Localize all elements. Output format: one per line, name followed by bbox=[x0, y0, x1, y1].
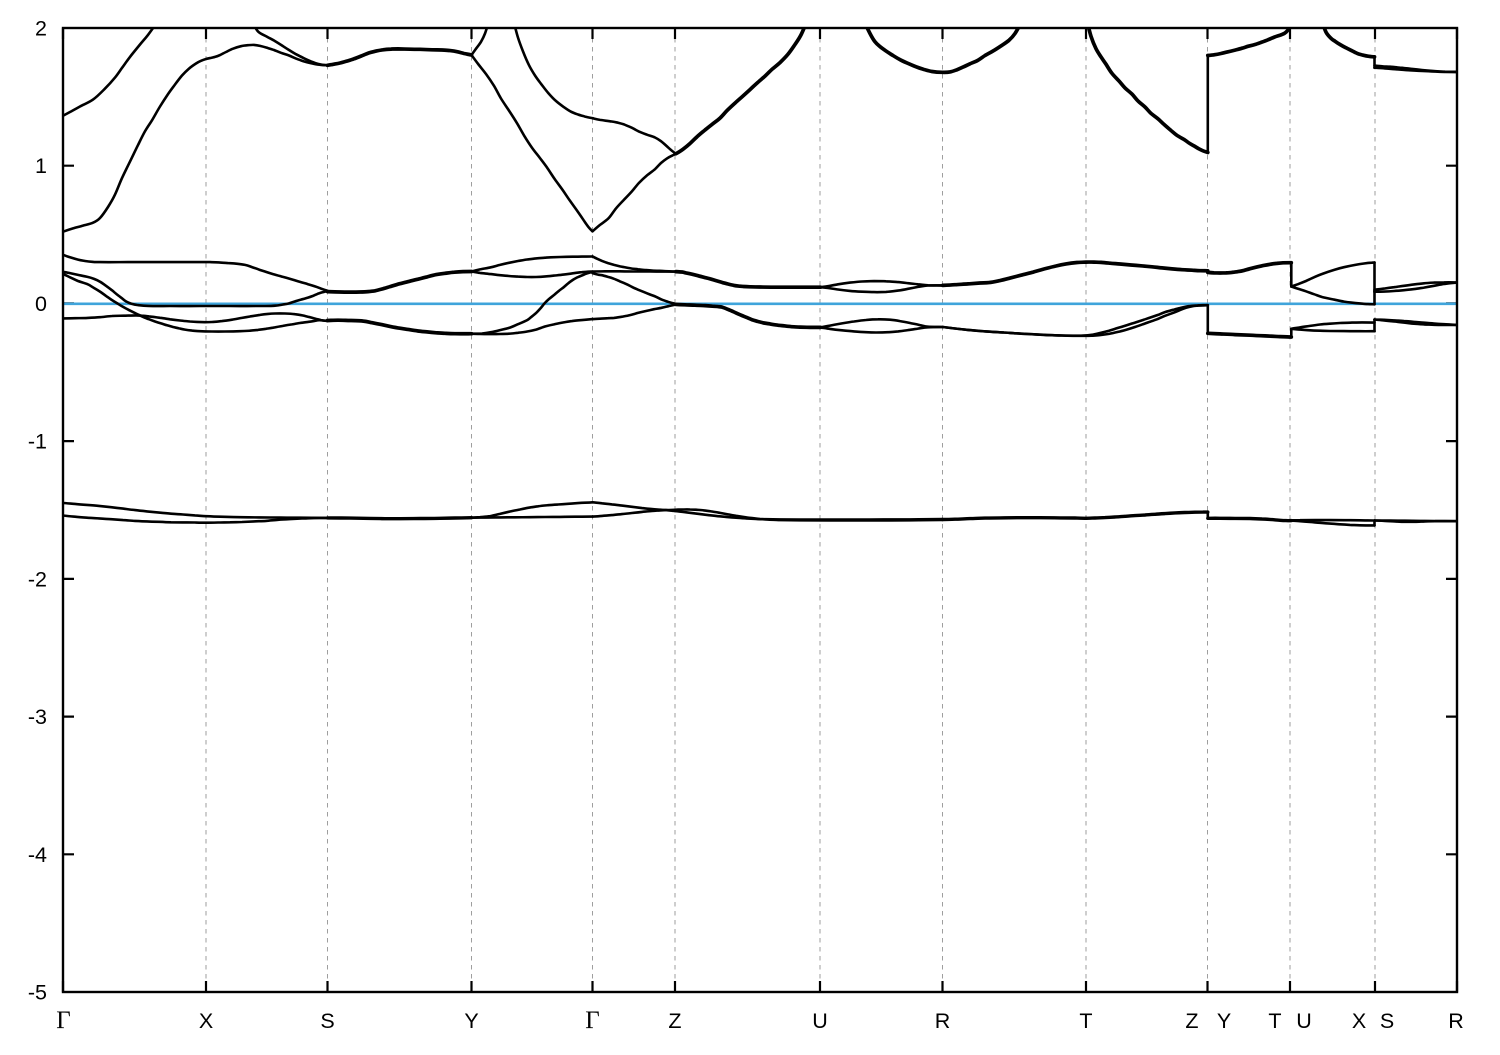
svg-text:T: T bbox=[1079, 1009, 1092, 1033]
svg-text:-1: -1 bbox=[28, 430, 47, 454]
svg-text:Γ: Γ bbox=[56, 1007, 70, 1034]
svg-text:-5: -5 bbox=[28, 981, 47, 1005]
svg-text:Y: Y bbox=[1217, 1009, 1231, 1033]
svg-text:U: U bbox=[812, 1009, 828, 1033]
svg-text:-3: -3 bbox=[28, 705, 47, 729]
svg-text:U: U bbox=[1296, 1009, 1312, 1033]
svg-text:0: 0 bbox=[35, 292, 47, 316]
svg-text:Z: Z bbox=[1185, 1009, 1198, 1033]
svg-text:Γ: Γ bbox=[585, 1007, 599, 1034]
svg-text:X: X bbox=[199, 1009, 213, 1033]
svg-text:X: X bbox=[1352, 1009, 1366, 1033]
svg-text:R: R bbox=[935, 1009, 951, 1033]
svg-text:R: R bbox=[1448, 1009, 1464, 1033]
svg-text:-4: -4 bbox=[28, 843, 47, 867]
svg-text:T: T bbox=[1268, 1009, 1281, 1033]
svg-text:S: S bbox=[320, 1009, 334, 1033]
svg-text:Y: Y bbox=[464, 1009, 478, 1033]
svg-text:2: 2 bbox=[35, 17, 47, 41]
svg-text:Z: Z bbox=[668, 1009, 681, 1033]
svg-text:S: S bbox=[1380, 1009, 1394, 1033]
svg-text:1: 1 bbox=[35, 154, 47, 178]
svg-text:-2: -2 bbox=[28, 567, 47, 591]
